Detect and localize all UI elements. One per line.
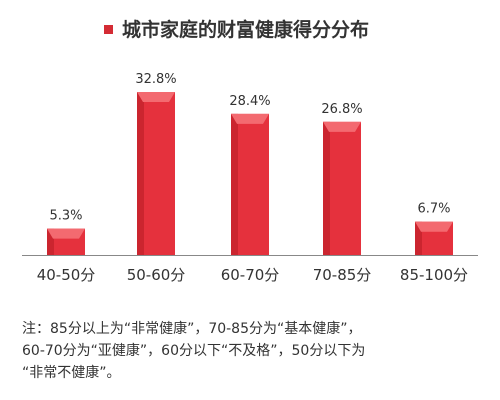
category-label-5: 85-100分 <box>400 266 468 284</box>
bar-2-shade <box>137 92 144 255</box>
category-label-2: 50-60分 <box>127 266 186 284</box>
chart-title: 城市家庭的财富健康得分分布 <box>122 18 369 41</box>
footnote-line-1: 注：85分以上为“非常健康”，70-85分为“基本健康”， <box>22 321 362 337</box>
value-label-1: 5.3% <box>49 209 82 224</box>
value-label-4: 26.8% <box>321 102 362 117</box>
chart-footnote: 注：85分以上为“非常健康”，70-85分为“基本健康”， 60-70分为“亚健… <box>22 318 490 384</box>
category-label-4: 70-85分 <box>313 266 372 284</box>
category-label-3: 60-70分 <box>221 266 280 284</box>
bar-5-cap <box>415 221 453 232</box>
bar-4-cap <box>323 121 361 132</box>
title-bullet-icon <box>104 25 113 34</box>
bar-3-shade <box>231 113 238 256</box>
footnote-line-2: 60-70分为“亚健康”，60分以下“不及格”，50分以下为 <box>22 343 366 359</box>
value-label-5: 6.7% <box>417 202 450 217</box>
value-label-3: 28.4% <box>229 94 270 109</box>
bar-chart-svg: 城市家庭的财富健康得分分布 5.3% 40-50分 32.8% 50-60分 28.4% 6… <box>22 18 478 284</box>
chart: 城市家庭的财富健康得分分布 5.3% 40-50分 32.8% 50-60分 28.4% 6… <box>22 18 478 284</box>
bar-4-shade <box>323 121 330 255</box>
footnote-line-3: “非常不健康”。 <box>22 365 121 381</box>
bar-3-cap <box>231 113 269 124</box>
bar-5-shade <box>415 221 422 255</box>
category-label-1: 40-50分 <box>37 266 96 284</box>
value-label-2: 32.8% <box>135 72 176 87</box>
bar-1-cap <box>47 228 85 239</box>
bar-1-shade <box>47 228 54 255</box>
bar-2-cap <box>137 92 175 102</box>
